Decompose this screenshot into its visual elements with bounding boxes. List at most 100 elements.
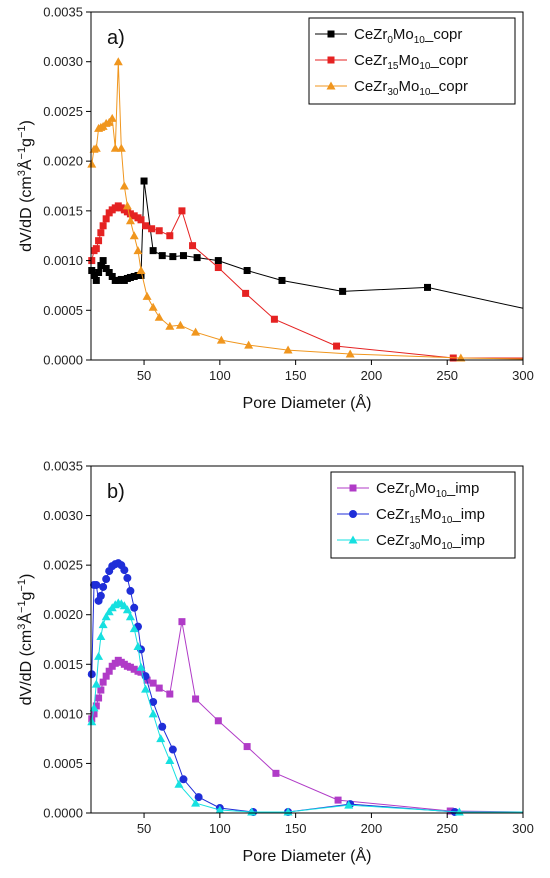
legend-label-part: Mo [398, 52, 419, 69]
y-axis-title-part: ) [18, 120, 35, 125]
data-point [283, 807, 293, 816]
y-tick-label: 0.0005 [43, 303, 83, 318]
data-point [136, 266, 146, 275]
data-point [191, 327, 201, 336]
data-point [149, 679, 157, 687]
data-point [165, 321, 175, 330]
y-axis-title-sup: −1 [16, 579, 28, 592]
data-point [140, 177, 148, 185]
series-1 [87, 559, 523, 817]
legend-label-part: _imp [451, 506, 485, 523]
y-axis-title-part: dV/dD (cm [18, 176, 35, 252]
data-point [244, 340, 254, 349]
data-point [90, 710, 98, 718]
data-point [137, 216, 145, 224]
legend-label-part: _imp [451, 532, 485, 549]
legend-marker [327, 30, 335, 38]
data-point [179, 775, 188, 784]
data-point [149, 247, 157, 255]
data-point [130, 603, 139, 612]
data-point [130, 212, 138, 220]
data-point [243, 743, 251, 751]
legend-label-sub: 30 [409, 541, 421, 552]
data-point [125, 612, 135, 621]
y-tick-label: 0.0010 [43, 706, 83, 721]
y-tick-label: 0.0010 [43, 253, 83, 268]
legend-label-sub: 10 [441, 541, 453, 552]
data-point [101, 612, 111, 621]
x-tick-label: 50 [137, 821, 151, 836]
data-point [99, 222, 107, 230]
series-line [91, 61, 524, 360]
legend-marker [349, 484, 357, 492]
data-point [137, 668, 145, 676]
data-point [91, 143, 101, 152]
y-tick-label: 0.0020 [43, 607, 83, 622]
data-point [272, 769, 280, 777]
legend-label-sub: 10 [414, 35, 426, 46]
data-point [87, 670, 96, 679]
data-point [178, 618, 186, 626]
data-point [96, 591, 105, 600]
legend-label-part: Mo [420, 532, 441, 549]
data-point [142, 291, 152, 300]
data-point [166, 232, 174, 240]
legend-label: CeZr0Mo10_imp [376, 480, 479, 500]
data-point [191, 798, 201, 807]
data-point [148, 225, 156, 233]
data-point [136, 662, 146, 671]
y-axis-title-part: g [18, 138, 35, 147]
data-point [424, 283, 432, 291]
legend-label-sub: 10 [441, 515, 453, 526]
legend-label-sub: 10 [436, 489, 448, 500]
y-axis-title: dV/dD (cm3Å−1g−1) [16, 120, 35, 252]
legend-label: CeZr30Mo10_imp [376, 532, 485, 552]
y-tick-label: 0.0025 [43, 558, 83, 573]
legend-label-part: Mo [393, 26, 414, 43]
data-point [158, 252, 166, 260]
y-tick-label: 0.0020 [43, 154, 83, 169]
series-line [91, 602, 523, 813]
data-point [345, 349, 355, 358]
data-point [105, 269, 113, 277]
data-point [92, 276, 100, 284]
x-tick-label: 200 [361, 368, 383, 383]
x-tick-label: 250 [436, 368, 458, 383]
data-point [92, 245, 100, 253]
legend-label: CeZr15Mo10_copr [354, 52, 468, 72]
legend-label-part: Mo [415, 480, 436, 497]
data-point [91, 679, 101, 688]
legend-label-part: CeZr [354, 26, 387, 43]
y-tick-label: 0.0000 [43, 353, 83, 368]
data-point [192, 695, 200, 703]
y-axis-title-sup: −1 [16, 600, 28, 613]
chart-panel-b: 50 100 150 200 250 3000.00000.00050.00100.001… [16, 459, 534, 866]
x-tick-label: 150 [285, 821, 307, 836]
data-point [98, 620, 108, 629]
legend-label-part: CeZr [376, 480, 409, 497]
data-point [133, 641, 143, 650]
data-point [168, 745, 177, 754]
legend-marker [327, 56, 335, 64]
data-point [102, 575, 111, 584]
legend-label-part: _imp [446, 480, 480, 497]
data-point [110, 143, 120, 152]
data-point [334, 796, 342, 804]
y-tick-label: 0.0035 [43, 459, 83, 474]
series-0 [88, 618, 524, 815]
data-point [97, 686, 105, 694]
x-tick-label: 100 [209, 368, 231, 383]
data-point [278, 276, 286, 284]
series-2 [87, 57, 524, 362]
legend: CeZr0Mo10_coprCeZr15Mo10_coprCeZr30Mo10_… [308, 17, 516, 105]
legend-label-sub: 15 [409, 515, 421, 526]
series-1 [88, 202, 523, 362]
data-point [247, 807, 257, 816]
data-point [154, 312, 164, 321]
y-tick-label: 0.0025 [43, 104, 83, 119]
data-point [95, 237, 103, 245]
legend-label-sub: 0 [387, 35, 393, 46]
data-point [95, 694, 103, 702]
data-point [119, 181, 129, 190]
